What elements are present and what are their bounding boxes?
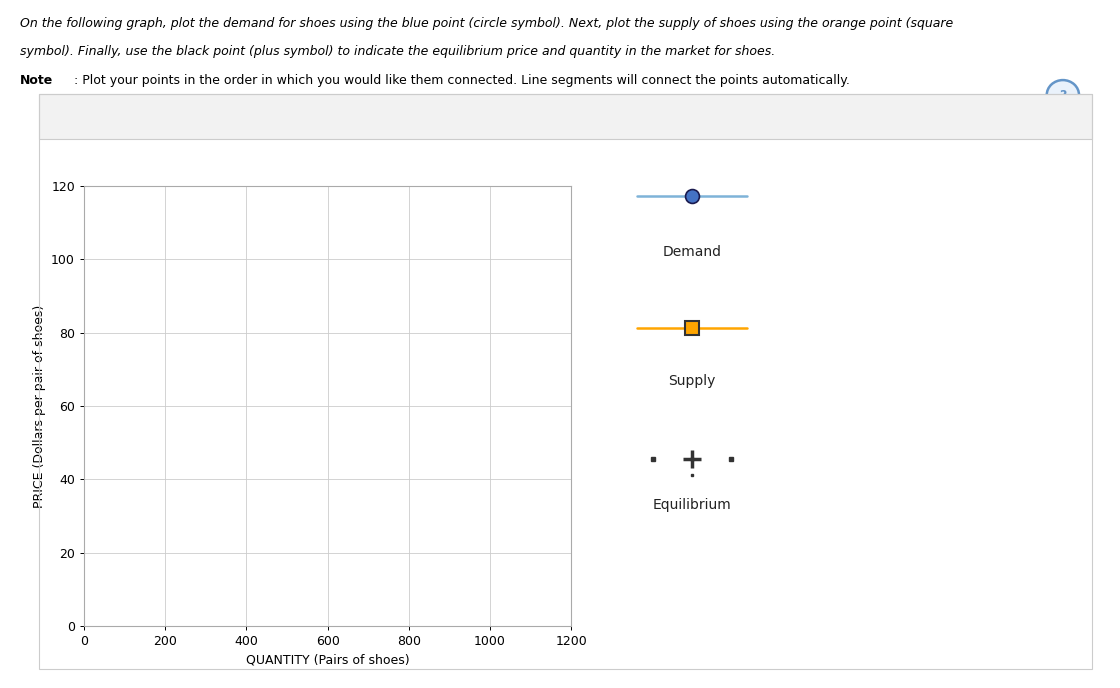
Y-axis label: PRICE (Dollars per pair of shoes): PRICE (Dollars per pair of shoes) bbox=[32, 304, 46, 508]
Circle shape bbox=[1047, 80, 1079, 109]
Text: ?: ? bbox=[1060, 89, 1066, 103]
Text: Supply: Supply bbox=[669, 374, 716, 388]
Text: Note: Note bbox=[20, 74, 54, 87]
Text: On the following graph, plot the demand for shoes using the blue point (circle s: On the following graph, plot the demand … bbox=[20, 17, 953, 30]
X-axis label: QUANTITY (Pairs of shoes): QUANTITY (Pairs of shoes) bbox=[245, 654, 410, 667]
Text: : Plot your points in the order in which you would like them connected. Line seg: : Plot your points in the order in which… bbox=[74, 74, 850, 87]
Text: Equilibrium: Equilibrium bbox=[653, 498, 731, 512]
Text: symbol). Finally, use the black point (plus symbol) to indicate the equilibrium : symbol). Finally, use the black point (p… bbox=[20, 45, 775, 58]
Text: Demand: Demand bbox=[663, 245, 721, 259]
